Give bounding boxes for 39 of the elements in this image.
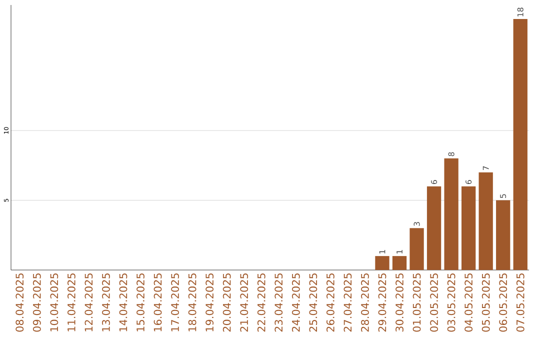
x-tick-label: 11.04.2025 [67,273,76,332]
x-tick-label: 05.05.2025 [482,273,490,332]
x-tick-label: 15.04.2025 [136,273,144,332]
bar [410,228,424,270]
x-tick-label: 22.04.2025 [257,273,266,332]
bar [426,186,442,270]
x-tick-label: 27.04.2025 [344,273,352,332]
x-tick-label: 24.04.2025 [292,273,300,332]
x-tick-label: 09.04.2025 [32,273,41,332]
x-tick-label: 19.04.2025 [206,273,214,332]
bar [444,158,458,270]
x-tick-label: 29.04.2025 [378,273,386,332]
x-tick-label: 06.05.2025 [499,273,508,332]
x-tick-label: 02.05.2025 [430,273,438,332]
x-tick-label: 20.04.2025 [222,273,231,332]
x-tick-label: 10.04.2025 [50,273,58,332]
bar [461,186,476,270]
x-tick-label: 18.04.2025 [188,273,196,332]
bar [513,18,528,270]
x-tick-label: 28.04.2025 [361,273,369,332]
x-tick-label: 04.05.2025 [464,273,473,332]
x-tick-label: 26.04.2025 [326,273,334,332]
x-tick-label: 30.04.2025 [396,273,404,332]
bar [496,200,510,270]
bar [375,256,390,270]
x-tick-label: 03.05.2025 [447,273,456,332]
x-tick-label: 17.04.2025 [171,273,179,332]
x-tick-label: 12.04.2025 [84,273,93,332]
x-tick-label: 14.04.2025 [119,273,128,332]
x-tick-label: 23.04.2025 [274,273,283,332]
x-tick-label: 01.05.2025 [412,273,421,332]
x-tick-label: 21.04.2025 [240,273,248,332]
bar [392,256,407,270]
x-tick-label: 08.04.2025 [16,273,24,332]
x-tick-label: 16.04.2025 [154,273,162,332]
x-tick-label: 13.04.2025 [102,273,110,332]
bar [478,172,493,270]
x-tick-label: 25.04.2025 [309,273,318,332]
x-tick-label: 07.05.2025 [516,273,524,332]
